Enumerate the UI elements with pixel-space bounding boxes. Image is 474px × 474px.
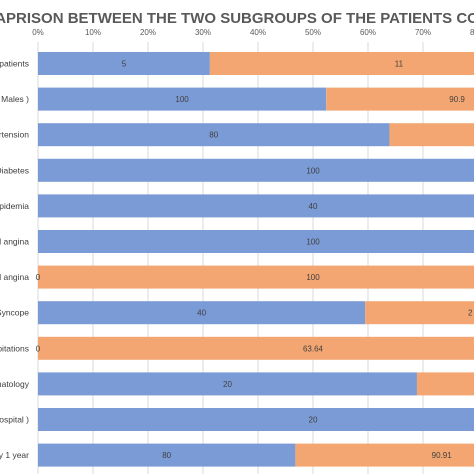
category-label: y 1 year (0, 450, 29, 460)
data-label: 80 (209, 131, 218, 140)
data-label: 90.91 (432, 451, 453, 460)
category-label: ( Males ) (0, 94, 29, 104)
data-label: 0 (36, 344, 41, 353)
category-label: natology (0, 379, 30, 389)
data-label: 90.9 (449, 95, 465, 104)
x-tick-label: 10% (85, 28, 101, 37)
data-label: 80 (162, 451, 171, 460)
category-label: ospital ) (0, 415, 29, 425)
bar-segment-orange (389, 123, 474, 147)
bar-segment-orange (209, 52, 474, 75)
bars (38, 52, 474, 467)
data-label: 20 (309, 416, 318, 425)
bar-segment-blue (38, 87, 327, 111)
category-label: lipidemia (0, 201, 29, 211)
bar-segment-orange (38, 265, 474, 289)
x-tick-label: 80% (470, 28, 474, 37)
bar-segment-blue (38, 408, 474, 431)
x-tick-label: 70% (415, 28, 431, 37)
bar-segment-blue (38, 158, 474, 182)
data-label: 100 (306, 166, 320, 175)
data-label: 100 (306, 273, 320, 282)
bar-segment-blue (38, 230, 474, 253)
data-label: 20 (223, 380, 232, 389)
bar-segment-orange (38, 336, 474, 360)
category-label: rtension (0, 130, 29, 140)
category-label: patients (0, 59, 29, 69)
bar-segment-blue (38, 123, 390, 147)
x-tick-label: 40% (250, 28, 266, 37)
bar-segment-orange (295, 443, 474, 467)
data-label: 40 (197, 309, 206, 318)
chart-title: APRISON BETWEEN THE TWO SUBGROUPS OF THE… (0, 10, 474, 27)
data-label: 2 (468, 309, 473, 318)
data-label: 0 (36, 273, 41, 282)
x-tick-label: 20% (140, 28, 156, 37)
data-label: 11 (395, 60, 404, 69)
category-label: al angina (0, 272, 29, 282)
category-label: al angina (0, 237, 29, 247)
category-labels: patients ( Males ) rtension Diabetes lipidem… (0, 59, 30, 461)
data-label: 100 (175, 95, 189, 104)
data-label: 40 (309, 202, 318, 211)
bar-segment-orange (365, 301, 474, 325)
bar-segment-blue (38, 301, 366, 325)
bar-segment-orange (416, 372, 474, 396)
bar-segment-orange (326, 87, 474, 111)
category-label: Diabetes (0, 165, 29, 175)
data-label: 63.64 (303, 344, 324, 353)
x-tick-label: 30% (195, 28, 211, 37)
x-tick-label: 50% (305, 28, 321, 37)
bar-segment-blue (38, 52, 210, 75)
data-label: 5 (122, 60, 127, 69)
grid-lines (37, 42, 424, 474)
bar-segment-blue (38, 372, 417, 396)
data-label: 100 (306, 238, 320, 247)
bar-segment-blue (38, 443, 296, 467)
x-tick-label: 0% (32, 28, 44, 37)
bar-segment-blue (38, 194, 474, 218)
x-tick-label: 60% (360, 28, 376, 37)
category-label: pitations (0, 343, 29, 353)
category-label: /Syncope (0, 308, 29, 318)
x-axis-ticks: 0% 10% 20% 30% 40% 50% 60% 70% 80% (32, 28, 474, 37)
